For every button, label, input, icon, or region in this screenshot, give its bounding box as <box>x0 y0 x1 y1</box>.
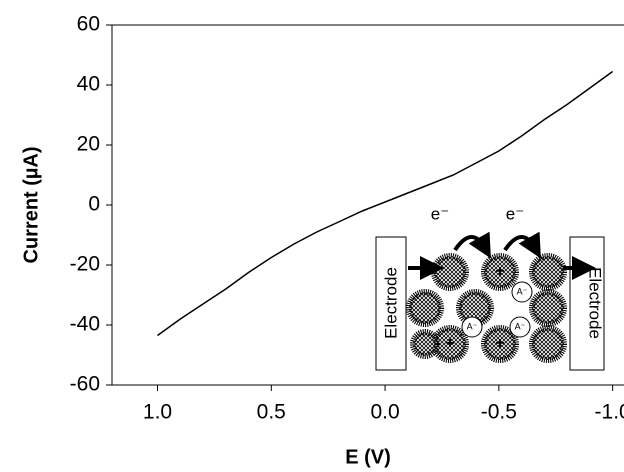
electrode-label: Electrode <box>586 267 605 339</box>
electrode-box <box>375 236 407 371</box>
inset-diagram: + + + Electrode Electrode e⁻ e⁻ A⁻ A⁻ A⁻ <box>375 204 605 371</box>
electron-label: e⁻ <box>506 204 524 223</box>
svg-text:+: + <box>445 335 454 352</box>
svg-text:+: + <box>495 335 504 352</box>
anion-label: A⁻ <box>467 321 478 331</box>
y-tick-label: 0 <box>88 193 100 216</box>
y-axis-title: Current (µA) <box>20 146 42 263</box>
x-tick-label: 0.0 <box>370 401 399 424</box>
x-tick-label: -0.5 <box>481 401 517 424</box>
y-tick-label: 20 <box>77 133 100 156</box>
plus-signs: + + + <box>445 263 504 352</box>
y-tick-label: 40 <box>77 73 100 96</box>
anion-label: A⁻ <box>517 286 528 296</box>
x-axis-title: E (V) <box>345 446 391 468</box>
particles <box>406 253 567 363</box>
anion-label: A⁻ <box>515 321 526 331</box>
anions <box>461 281 533 338</box>
x-tick-label: 1.0 <box>143 401 172 424</box>
line-series <box>157 70 614 337</box>
y-tick-label: -60 <box>70 373 100 396</box>
electrode-label: Electrode <box>381 267 400 339</box>
svg-text:+: + <box>495 263 504 280</box>
y-tick-label: -20 <box>70 253 100 276</box>
x-tick-label: 0.5 <box>257 401 286 424</box>
electron-label: e⁻ <box>431 204 449 223</box>
arrows <box>408 231 596 280</box>
y-tick-label: -40 <box>70 313 100 336</box>
y-tick-label: 60 <box>77 13 100 36</box>
x-tick-label: -1.0 <box>595 401 624 424</box>
